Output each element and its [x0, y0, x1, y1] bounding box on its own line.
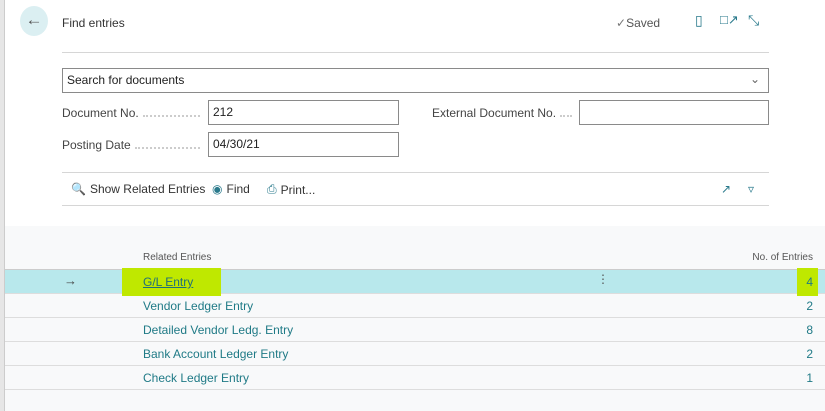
back-arrow-icon[interactable]: ← — [20, 6, 48, 36]
saved-status: ✓Saved — [616, 16, 661, 30]
column-header-related-entries: Related Entries — [143, 252, 212, 263]
row-link[interactable]: Bank Account Ledger Entry — [143, 347, 289, 361]
row-link-gl-entry[interactable]: G/L Entry — [143, 275, 194, 289]
dotted-leader — [560, 115, 572, 117]
row-count: 4 — [806, 275, 813, 289]
dotted-leader — [134, 147, 200, 149]
print-button[interactable]: ⎙ Print... — [267, 182, 316, 197]
filter-icon[interactable]: ▿ — [748, 182, 755, 196]
row-selected-arrow-icon: → — [64, 273, 77, 288]
highlight-mark — [797, 268, 818, 296]
expand-icon[interactable]: ⤡ — [748, 12, 760, 28]
divider — [5, 269, 825, 270]
binoculars-icon: ◉ — [212, 182, 223, 196]
open-new-window-icon[interactable]: □↗ — [720, 12, 739, 27]
printer-icon: ⎙ — [267, 182, 277, 196]
share-icon[interactable]: ↗ — [721, 182, 732, 196]
table-row[interactable] — [5, 342, 825, 366]
posting-date-label: Posting Date — [62, 138, 202, 152]
table-row[interactable] — [5, 366, 825, 390]
document-search-icon: 🔍 — [71, 182, 86, 196]
row-menu-icon[interactable]: ⋮ — [597, 272, 609, 286]
row-count: 8 — [806, 323, 813, 337]
row-link[interactable]: Detailed Vendor Ledg. Entry — [143, 323, 294, 337]
column-header-no-of-entries: No. of Entries — [752, 252, 813, 263]
show-related-entries-button[interactable]: 🔍 Show Related Entries — [71, 182, 206, 196]
dotted-leader — [142, 115, 200, 117]
search-documents-dropdown[interactable]: Search for documents ⌄ — [62, 68, 769, 93]
document-no-input[interactable]: 212 — [208, 100, 399, 125]
find-button[interactable]: ◉ Find — [212, 182, 250, 196]
chevron-down-icon: ⌄ — [749, 72, 760, 86]
document-no-label: Document No. — [62, 106, 202, 120]
row-link[interactable]: Check Ledger Entry — [143, 371, 250, 385]
divider — [62, 205, 769, 206]
divider — [62, 172, 769, 173]
table-row[interactable] — [5, 294, 825, 318]
row-count: 2 — [806, 347, 813, 361]
bookmark-icon[interactable]: ▯ — [695, 12, 703, 28]
background-page-edge — [0, 0, 5, 411]
external-document-no-label: External Document No. — [432, 106, 574, 120]
row-count: 1 — [806, 371, 813, 385]
page-title: Find entries — [62, 16, 125, 30]
highlight-mark — [122, 268, 221, 296]
row-count: 2 — [806, 299, 813, 313]
external-document-no-input[interactable] — [579, 100, 769, 125]
posting-date-input[interactable]: 04/30/21 — [208, 132, 399, 157]
table-row[interactable] — [5, 318, 825, 342]
divider — [62, 52, 769, 53]
row-link[interactable]: Vendor Ledger Entry — [143, 299, 254, 313]
check-icon: ✓ — [616, 16, 627, 30]
